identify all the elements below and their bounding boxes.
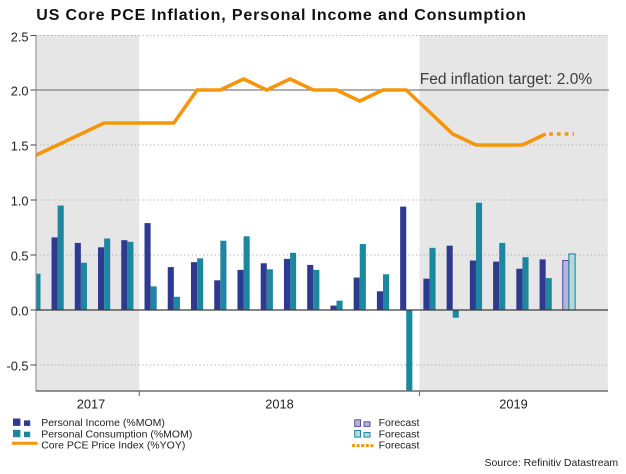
svg-text:Personal Income (%MOM): Personal Income (%MOM): [41, 417, 165, 429]
svg-text:0.0: 0.0: [11, 303, 29, 318]
svg-text:US Core PCE Inflation, Persona: US Core PCE Inflation, Personal Income a…: [36, 7, 526, 24]
svg-text:0.5: 0.5: [11, 248, 29, 263]
svg-text:2.5: 2.5: [11, 29, 29, 44]
svg-text:Source: Refinitiv Datastream: Source: Refinitiv Datastream: [485, 457, 619, 469]
svg-text:Forecast: Forecast: [379, 428, 420, 440]
svg-text:Core PCE Price Index (%YOY): Core PCE Price Index (%YOY): [41, 440, 185, 452]
svg-text:Personal Consumption (%MOM): Personal Consumption (%MOM): [41, 428, 192, 440]
svg-text:2018: 2018: [265, 397, 293, 412]
svg-text:1.0: 1.0: [11, 193, 29, 208]
svg-text:2.0: 2.0: [11, 83, 29, 98]
svg-text:2017: 2017: [77, 397, 105, 412]
svg-text:1.5: 1.5: [11, 138, 29, 153]
svg-text:Fed inflation target: 2.0%: Fed inflation target: 2.0%: [420, 71, 593, 88]
svg-text:Forecast: Forecast: [379, 440, 420, 452]
svg-text:-0.5: -0.5: [6, 358, 28, 373]
svg-text:Forecast: Forecast: [379, 417, 420, 429]
svg-text:2019: 2019: [499, 397, 527, 412]
